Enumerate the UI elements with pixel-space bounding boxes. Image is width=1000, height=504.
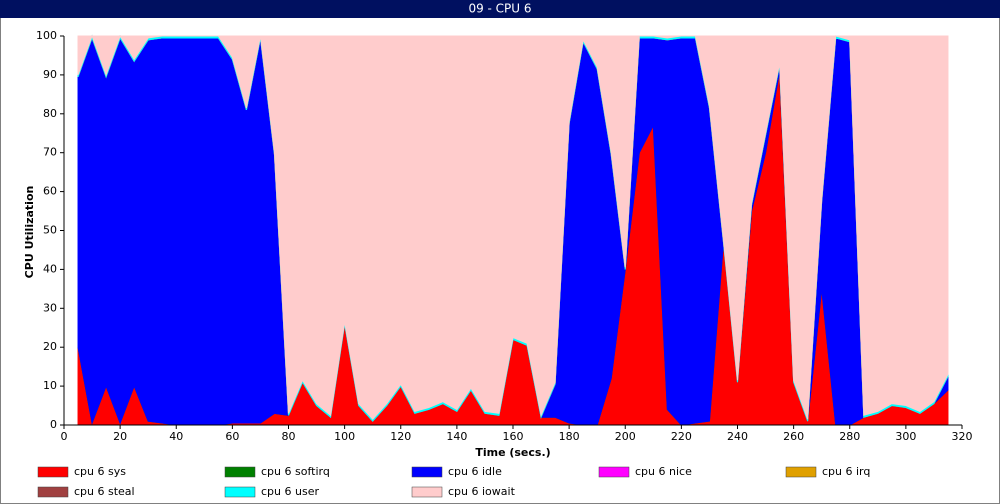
y-tick-label: 100 [36, 29, 57, 42]
x-tick-label: 160 [503, 430, 524, 443]
x-tick-label: 200 [615, 430, 636, 443]
legend-label: cpu 6 sys [74, 465, 126, 478]
legend-swatch [411, 486, 443, 498]
legend-label: cpu 6 irq [822, 465, 870, 478]
title-bar [0, 0, 1000, 18]
y-tick-label: 30 [43, 301, 57, 314]
x-tick-label: 300 [895, 430, 916, 443]
y-tick-label: 0 [50, 418, 57, 431]
x-tick-label: 60 [225, 430, 239, 443]
x-axis-label: Time (secs.) [475, 446, 550, 459]
y-tick-label: 20 [43, 340, 57, 353]
x-tick-label: 40 [169, 430, 183, 443]
x-tick-label: 260 [783, 430, 804, 443]
chart-title: 09 - CPU 6 [468, 2, 531, 16]
legend-swatch [598, 466, 630, 478]
y-tick-label: 50 [43, 224, 57, 237]
legend-swatch [37, 466, 69, 478]
x-tick-label: 80 [282, 430, 296, 443]
legend-label: cpu 6 idle [448, 465, 502, 478]
legend-label: cpu 6 softirq [261, 465, 330, 478]
y-tick-label: 90 [43, 68, 57, 81]
legend-swatch [224, 466, 256, 478]
x-tick-label: 20 [113, 430, 127, 443]
legend-label: cpu 6 user [261, 485, 319, 498]
legend-swatch [37, 486, 69, 498]
legend-label: cpu 6 nice [635, 465, 692, 478]
legend-swatch [224, 486, 256, 498]
x-tick-label: 140 [446, 430, 467, 443]
legend-swatch [785, 466, 817, 478]
legend-label: cpu 6 steal [74, 485, 135, 498]
y-tick-label: 70 [43, 146, 57, 159]
legend-label: cpu 6 iowait [448, 485, 516, 498]
x-tick-label: 240 [727, 430, 748, 443]
y-axis-label: CPU Utilization [23, 186, 36, 279]
y-tick-label: 60 [43, 185, 57, 198]
area [77, 34, 949, 420]
x-tick-label: 280 [839, 430, 860, 443]
x-tick-label: 120 [390, 430, 411, 443]
x-tick-label: 220 [671, 430, 692, 443]
legend-swatch [411, 466, 443, 478]
x-tick-label: 0 [61, 430, 68, 443]
y-tick-label: 40 [43, 262, 57, 275]
y-tick-label: 80 [43, 107, 57, 120]
x-tick-label: 180 [559, 430, 580, 443]
x-tick-label: 100 [334, 430, 355, 443]
x-tick-label: 320 [952, 430, 973, 443]
y-tick-label: 10 [43, 379, 57, 392]
